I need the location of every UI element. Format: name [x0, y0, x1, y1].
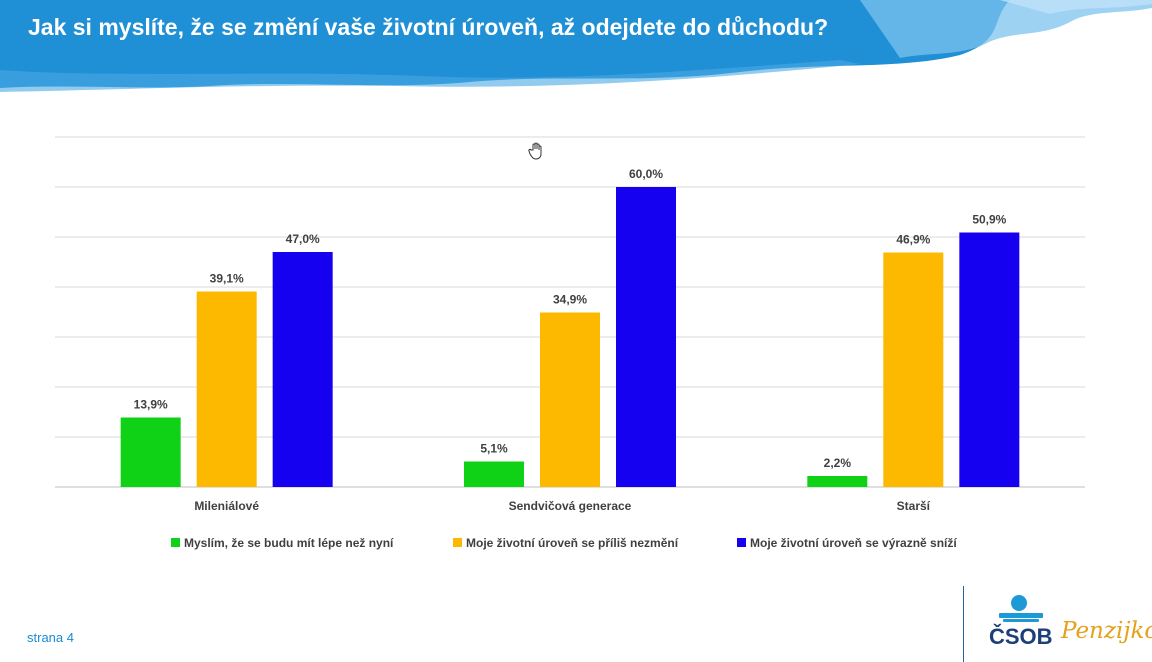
page-number: strana 4 [27, 630, 74, 645]
bar-3-3 [959, 232, 1020, 487]
bar-2-1 [464, 461, 524, 487]
bar-3-1 [807, 476, 868, 487]
chart-bars [120, 187, 1020, 487]
data-label: 50,9% [972, 213, 1006, 227]
data-label: 60,0% [629, 167, 663, 181]
legend-swatch [453, 538, 462, 547]
legend-entry: Moje životní úroveň se výrazně sníží [750, 536, 957, 550]
logo-divider [963, 586, 964, 662]
csob-penzijko-logo: ČSOB Penzijko [985, 592, 1152, 658]
category-label: Starší [897, 499, 931, 513]
logo-product-name: Penzijko [1061, 618, 1152, 644]
data-label: 46,9% [896, 233, 930, 247]
data-label: 5,1% [480, 442, 508, 456]
bar-2-3 [616, 187, 676, 487]
chart-legend: Myslím, že se budu mít lépe než nyní Moje… [171, 536, 957, 550]
logo-bank-name: ČSOB [989, 624, 1053, 649]
legend-entry: Moje životní úroveň se příliš nezmění [466, 536, 679, 550]
category-label: Mileniálové [194, 499, 259, 513]
bar-1-1 [120, 417, 181, 487]
legend-swatch [171, 538, 180, 547]
bar-1-3 [272, 252, 333, 487]
category-label: Sendvičová generace [509, 499, 632, 513]
bar-3-2 [883, 252, 944, 487]
data-label: 34,9% [553, 293, 587, 307]
hand-cursor-icon [528, 142, 542, 160]
header-band [0, 0, 1152, 92]
legend-entry: Myslím, že se budu mít lépe než nyní [184, 536, 394, 550]
csob-mark-icon [999, 595, 1043, 622]
chart-data-labels: 13,9% 39,1% 47,0% 5,1% 34,9% 60,0% 2,2% 46,9% 50… [134, 167, 1007, 470]
bar-2-2 [540, 312, 600, 487]
bar-1-2 [196, 291, 257, 487]
data-label: 2,2% [824, 456, 852, 470]
chart-category-labels: Mileniálové Sendvičová generace Starší [194, 499, 930, 513]
data-label: 13,9% [134, 398, 168, 412]
data-label: 47,0% [286, 232, 320, 246]
data-label: 39,1% [210, 272, 244, 286]
legend-swatch [737, 538, 746, 547]
page-title: Jak si myslíte, že se změní vaše životní… [28, 14, 829, 40]
